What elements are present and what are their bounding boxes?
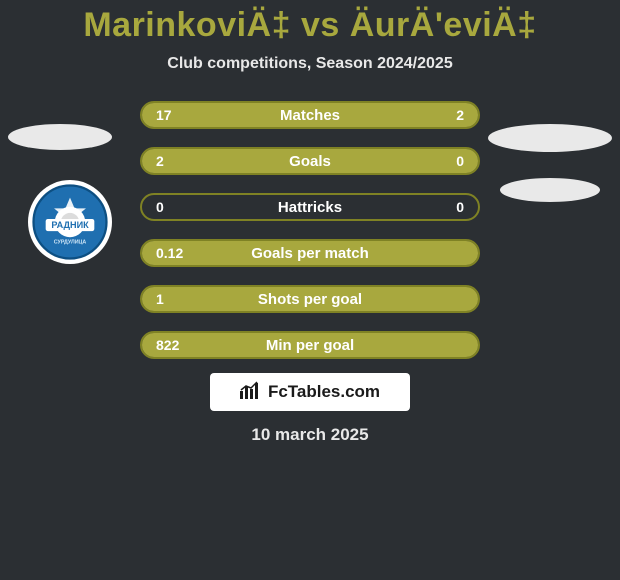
stat-bar-left <box>142 333 478 357</box>
chart-icon <box>240 381 262 404</box>
stat-bar-left <box>142 103 407 127</box>
comparison-canvas: MarinkoviÄ‡ vs ÄurÄ'eviÄ‡ Club competiti… <box>0 0 620 580</box>
stat-row: Shots per goal1 <box>140 285 480 313</box>
date-label: 10 march 2025 <box>0 425 620 445</box>
decorative-ellipse <box>488 124 612 152</box>
svg-text:СУРДУЛИЦА: СУРДУЛИЦА <box>54 239 87 245</box>
stat-bar-left <box>142 241 478 265</box>
stat-value-left: 17 <box>156 103 172 127</box>
stat-value-left: 2 <box>156 149 164 173</box>
stat-row: Min per goal822 <box>140 331 480 359</box>
stat-value-left: 1 <box>156 287 164 311</box>
stat-row: Goals20 <box>140 147 480 175</box>
page-title: MarinkoviÄ‡ vs ÄurÄ'eviÄ‡ <box>0 0 620 45</box>
stat-value-left: 0 <box>156 195 164 219</box>
brand-text: FcTables.com <box>268 382 380 402</box>
club-badge-icon: РАДНИК СУРДУЛИЦА <box>32 184 108 260</box>
club-badge: РАДНИК СУРДУЛИЦА <box>28 180 112 264</box>
stat-row: Matches172 <box>140 101 480 129</box>
decorative-ellipse <box>500 178 600 202</box>
stat-bar-left <box>142 149 478 173</box>
page-subtitle: Club competitions, Season 2024/2025 <box>0 55 620 73</box>
stat-label: Hattricks <box>142 195 478 219</box>
brand-box[interactable]: FcTables.com <box>210 373 410 411</box>
decorative-ellipse <box>8 124 112 150</box>
stat-row: Goals per match0.12 <box>140 239 480 267</box>
stat-bar-left <box>142 287 478 311</box>
stat-value-left: 0.12 <box>156 241 183 265</box>
stat-value-right: 2 <box>456 103 464 127</box>
stat-value-right: 0 <box>456 149 464 173</box>
svg-text:РАДНИК: РАДНИК <box>51 220 89 230</box>
stat-value-left: 822 <box>156 333 179 357</box>
stat-value-right: 0 <box>456 195 464 219</box>
stat-bar-right <box>407 103 478 127</box>
stat-row: Hattricks0 0 <box>140 193 480 221</box>
